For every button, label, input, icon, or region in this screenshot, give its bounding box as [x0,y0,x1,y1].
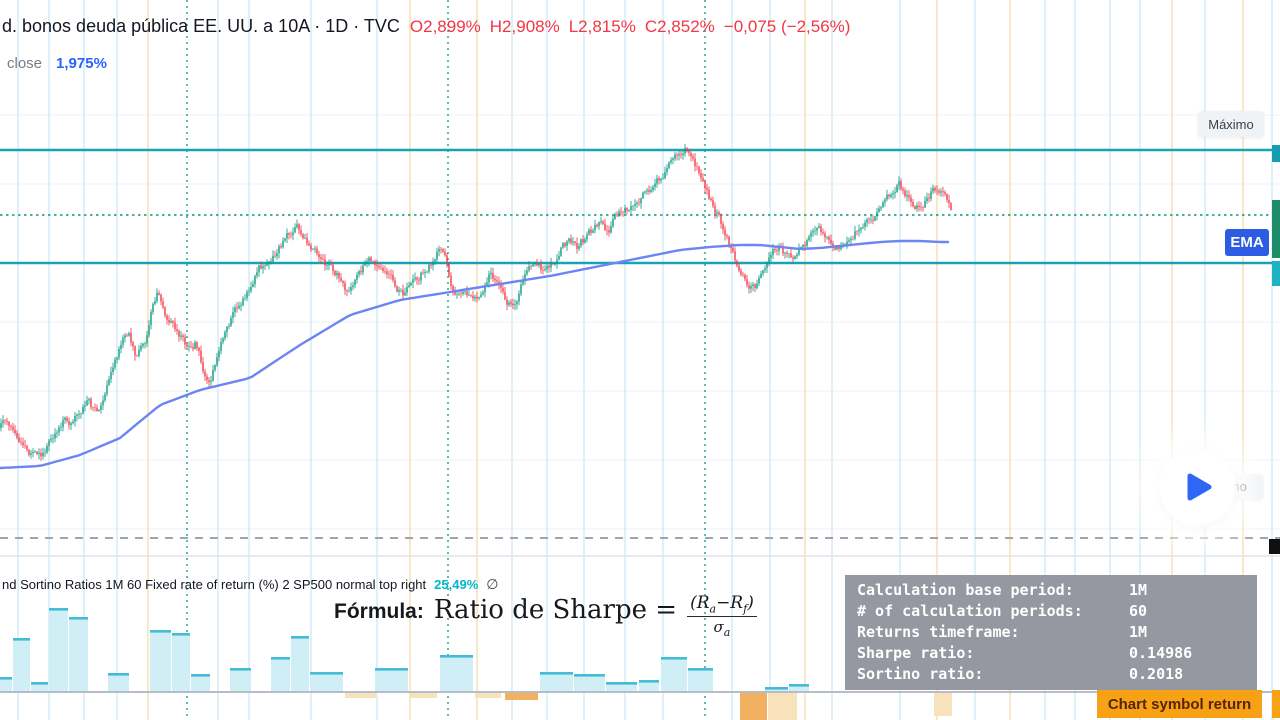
panel-row: Sortino ratio: 0.2018 [857,664,1247,685]
candlestick-series [0,144,952,461]
indicator-close-row[interactable]: close 1,975% [7,55,107,72]
maximo-tooltip: Máximo [1198,111,1264,137]
price-scale-edge-labels [1272,145,1280,286]
ohlc-close: C2,852% [644,17,715,36]
ohlc-low: L2,815% [568,17,636,36]
panel-row-value: 0.14986 [1129,644,1193,662]
calculation-info-panel: Calculation base period: 1M # of calcula… [845,575,1257,690]
indicator-level-lines [0,148,1280,557]
formula-prefix: Fórmula: [334,600,424,623]
play-button[interactable] [1159,449,1235,525]
panel-row-value: 1M [1129,623,1148,641]
ohlc-change: −0,075 (−2,56%) [723,17,851,36]
sharpe-indicator-legend[interactable]: nd Sortino Ratios 1M 60 Fixed rate of re… [2,576,498,593]
play-icon [1187,473,1212,501]
panel-row-value: 0.2018 [1129,665,1184,683]
panel-row: Calculation base period: 1M [857,580,1247,601]
indicator-value: 25,49% [434,577,479,592]
panel-row-label: Sortino ratio: [857,665,984,683]
ema-label-text: EMA [1230,234,1264,251]
panel-row-value: 60 [1129,602,1148,620]
returns-histogram [0,608,1280,720]
panel-row: # of calculation periods: 60 [857,601,1247,622]
panel-row: Sharpe ratio: 0.14986 [857,643,1247,664]
ema-price-label[interactable]: EMA [1225,229,1269,256]
panel-row-label: Calculation base period: [857,581,1074,599]
ohlc-values: O2,899% H2,908% L2,815% C2,852% −0,075 (… [410,17,851,37]
formula-denominator: σa [713,618,731,640]
indicator-title[interactable]: nd Sortino Ratios 1M 60 Fixed rate of re… [2,577,427,592]
scale-black-tag [1269,539,1280,554]
orange-button-fragment [1272,690,1280,718]
ema-line [0,239,950,470]
formula-fraction: (Ra−Rf) σa [687,593,757,639]
panel-row-label: Returns timeframe: [857,623,1020,641]
sharpe-formula-annotation: Fórmula: Ratio de Sharpe = (Ra−Rf) σa [334,593,757,639]
ohlc-high: H2,908% [489,17,560,36]
maximo-label: Máximo [1208,116,1254,132]
chart-symbol-return-label: Chart symbol return [1107,695,1252,713]
panel-row-label: Sharpe ratio: [857,644,975,662]
ohlc-open: O2,899% [409,17,481,36]
formula-numerator: (Ra−Rf) [687,593,757,618]
close-value: 1,975% [56,55,107,72]
panel-row: Returns timeframe: 1M [857,622,1247,643]
chart-symbol-return-button[interactable]: Chart symbol return [1097,690,1262,718]
hide-indicator-icon[interactable]: ∅ [486,576,499,592]
symbol-title[interactable]: d. bonos deuda pública EE. UU. a 10A · 1… [2,16,400,36]
panel-row-value: 1M [1129,581,1148,599]
symbol-legend-row[interactable]: d. bonos deuda pública EE. UU. a 10A · 1… [2,16,850,37]
panel-row-label: # of calculation periods: [857,602,1083,620]
close-label: close [7,55,43,72]
formula-text: Ratio de Sharpe = [433,595,678,625]
